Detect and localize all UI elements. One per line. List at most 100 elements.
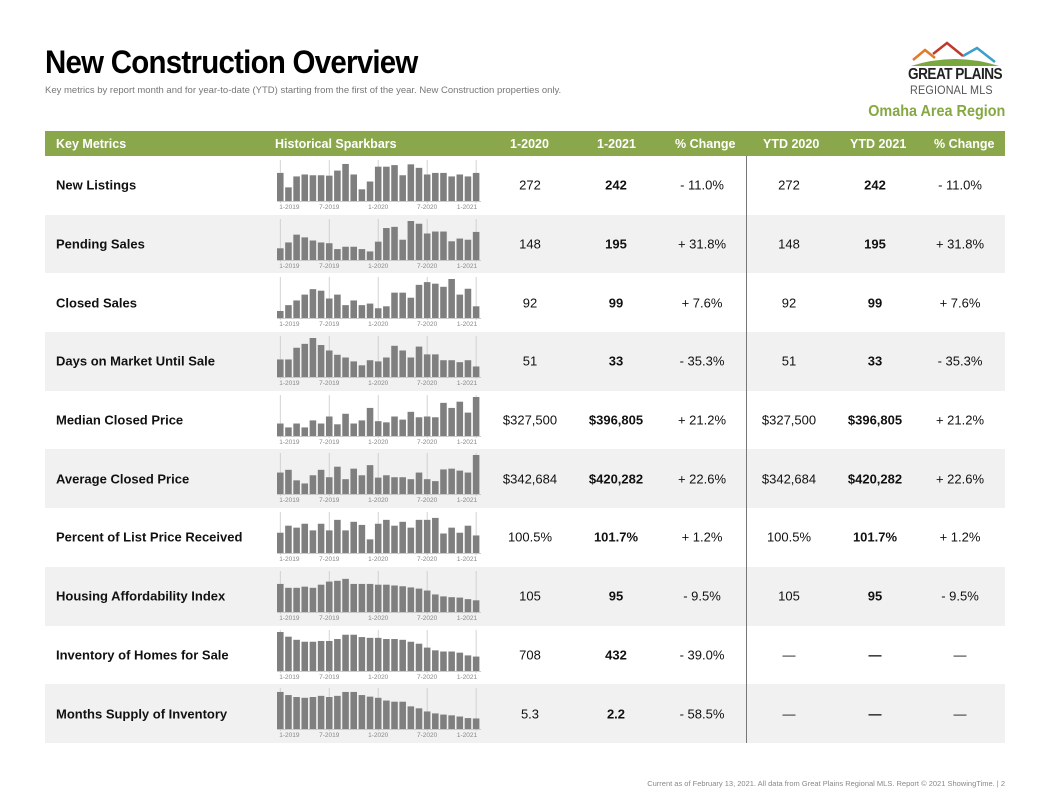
logo-text-primary: GREAT PLAINS <box>908 66 1003 83</box>
value-ytd-curr: 95 <box>867 588 883 604</box>
sparkbar-bar <box>440 360 447 378</box>
value-month-curr: 95 <box>608 588 624 604</box>
sparkbar-tick-label: 1-2020 <box>368 674 389 681</box>
sparkbar-tick-label: 1-2019 <box>279 204 300 211</box>
sparkbar-bar <box>432 172 439 201</box>
sparkbar-svg: 1-2019 7-2019 1-2020 7-2020 1-2021 <box>277 277 481 328</box>
sparkbar-bar <box>456 362 464 378</box>
sparkbar-bar <box>350 300 357 319</box>
sparkbar-tick-label: 1-2021 <box>457 263 478 270</box>
sparkbar-tick-label: 1-2020 <box>368 321 389 328</box>
sparkbar-bar <box>415 167 423 201</box>
sparkbar-bar <box>325 298 333 319</box>
sparkbar-bar <box>383 306 390 319</box>
sparkbar-chart: 1-2019 7-2019 1-2020 7-2020 1-2021 <box>275 570 485 623</box>
sparkbar-bar <box>448 279 455 319</box>
value-month-prev: 272 <box>519 177 541 193</box>
sparkbar-tick-label: 7-2019 <box>319 556 340 563</box>
sparkbar-bar <box>366 303 374 319</box>
sparkbar-bar <box>432 284 439 319</box>
sparkbar-bar <box>317 640 325 671</box>
sparkbar-bar <box>342 634 349 671</box>
sparkbar-tick-label: 1-2021 <box>457 497 478 504</box>
metric-label: Pending Sales <box>56 236 145 252</box>
sparkbar-bar <box>391 525 398 554</box>
sparkbar-tick-label: 1-2020 <box>368 615 389 622</box>
sparkbar-bar <box>301 294 309 319</box>
value-month-curr: 195 <box>605 236 627 252</box>
region-name: Omaha Area Region <box>867 103 1005 120</box>
sparkbar-bar <box>464 472 472 495</box>
value-month-prev: 51 <box>522 353 538 369</box>
sparkbar-bar <box>440 469 447 495</box>
table-body: New Listings 1-2019 7-2019 1-2020 7-2020 1-20… <box>45 156 1005 743</box>
sparkbar-bar <box>334 580 341 612</box>
sparkbar-bar <box>366 637 374 671</box>
sparkbar-bar <box>383 475 390 495</box>
sparkbar-tick-label: 7-2020 <box>417 497 438 504</box>
sparkbar-bar <box>440 287 447 319</box>
value-month-change: - 58.5% <box>679 706 725 722</box>
table-row: Percent of List Price Received 1-2019 7-20… <box>45 508 1005 567</box>
sparkbar-bar <box>277 423 284 436</box>
sparkbar-bar <box>374 637 382 671</box>
sparkbar-bar <box>391 477 398 495</box>
sparkbar-tick-label: 1-2019 <box>279 732 300 739</box>
sparkbar-bar <box>366 539 374 554</box>
sparkbar-bar <box>317 423 325 436</box>
metric-label: Median Closed Price <box>56 412 184 428</box>
value-ytd-change: + 1.2% <box>939 529 981 545</box>
sparkbar-bar <box>293 300 300 319</box>
sparkbar-bar <box>374 241 382 260</box>
sparkbar-tick-label: 1-2020 <box>368 204 389 211</box>
value-ytd-curr: 195 <box>864 236 886 252</box>
sparkbar-bar <box>456 238 464 260</box>
sparkbar-bar <box>334 638 341 671</box>
sparkbar-bar <box>325 242 333 260</box>
value-ytd-prev: 100.5% <box>766 529 812 545</box>
sparkbar-bar <box>334 519 341 554</box>
sparkbar-bar <box>325 697 333 730</box>
sparkbar-bar <box>423 174 431 201</box>
value-month-curr: 99 <box>608 295 624 311</box>
value-ytd-prev: 51 <box>781 353 797 369</box>
sparkbar-bar <box>440 533 447 554</box>
metric-label: Days on Market Until Sale <box>56 353 215 369</box>
sparkbar-tick-label: 7-2020 <box>417 204 438 211</box>
sparkbar-bar <box>423 479 431 495</box>
table-row: Average Closed Price 1-2019 7-2019 1-2020 7-… <box>45 449 1005 509</box>
sparkbar-svg: 1-2019 7-2019 1-2020 7-2020 1-2021 <box>277 394 481 446</box>
sparkbar-bar <box>415 519 423 554</box>
sparkbar-bar <box>285 470 292 495</box>
sparkbar-bar <box>285 695 292 730</box>
sparkbar-bar <box>342 578 349 612</box>
value-month-curr: 33 <box>608 353 624 369</box>
sparkbar-bar <box>464 412 472 436</box>
sparkbar-chart: 1-2019 7-2019 1-2020 7-2020 1-2021 <box>275 277 485 329</box>
col-header-sparkbars: Historical Sparkbars <box>275 137 397 151</box>
sparkbar-bar <box>456 401 464 436</box>
sparkbar-bar <box>317 242 325 260</box>
sparkbar-bar <box>301 483 309 495</box>
sparkbar-bar <box>423 282 431 319</box>
sparkbar-svg: 1-2019 7-2019 1-2020 7-2020 1-2021 <box>277 453 481 504</box>
sparkbar-svg: 1-2019 7-2019 1-2020 7-2020 1-2021 <box>277 336 481 387</box>
sparkbar-svg: 1-2019 7-2019 1-2020 7-2020 1-2021 <box>277 570 481 622</box>
table-row: Days on Market Until Sale 1-2019 7-2019 1-2… <box>45 332 1005 391</box>
sparkbar-bar <box>472 172 480 201</box>
sparkbar-bar <box>277 532 284 554</box>
value-month-change: + 31.8% <box>677 236 727 252</box>
sparkbar-bar <box>293 176 300 201</box>
sparkbar-tick-label: 1-2021 <box>457 732 478 739</box>
sparkbar-bar <box>432 649 439 671</box>
value-month-prev: $327,500 <box>502 412 558 428</box>
sparkbar-bar <box>440 596 447 612</box>
sparkbar-bar <box>383 584 390 612</box>
sparkbar-bar <box>464 654 472 671</box>
sparkbar-bar <box>277 311 284 319</box>
sparkbar-bar <box>334 467 341 495</box>
sparkbar-tick-label: 7-2019 <box>319 732 340 739</box>
sparkbar-bar <box>334 424 341 436</box>
table-row: Inventory of Homes for Sale 1-2019 7-2019 1… <box>45 626 1005 685</box>
sparkbar-bar <box>432 481 439 495</box>
